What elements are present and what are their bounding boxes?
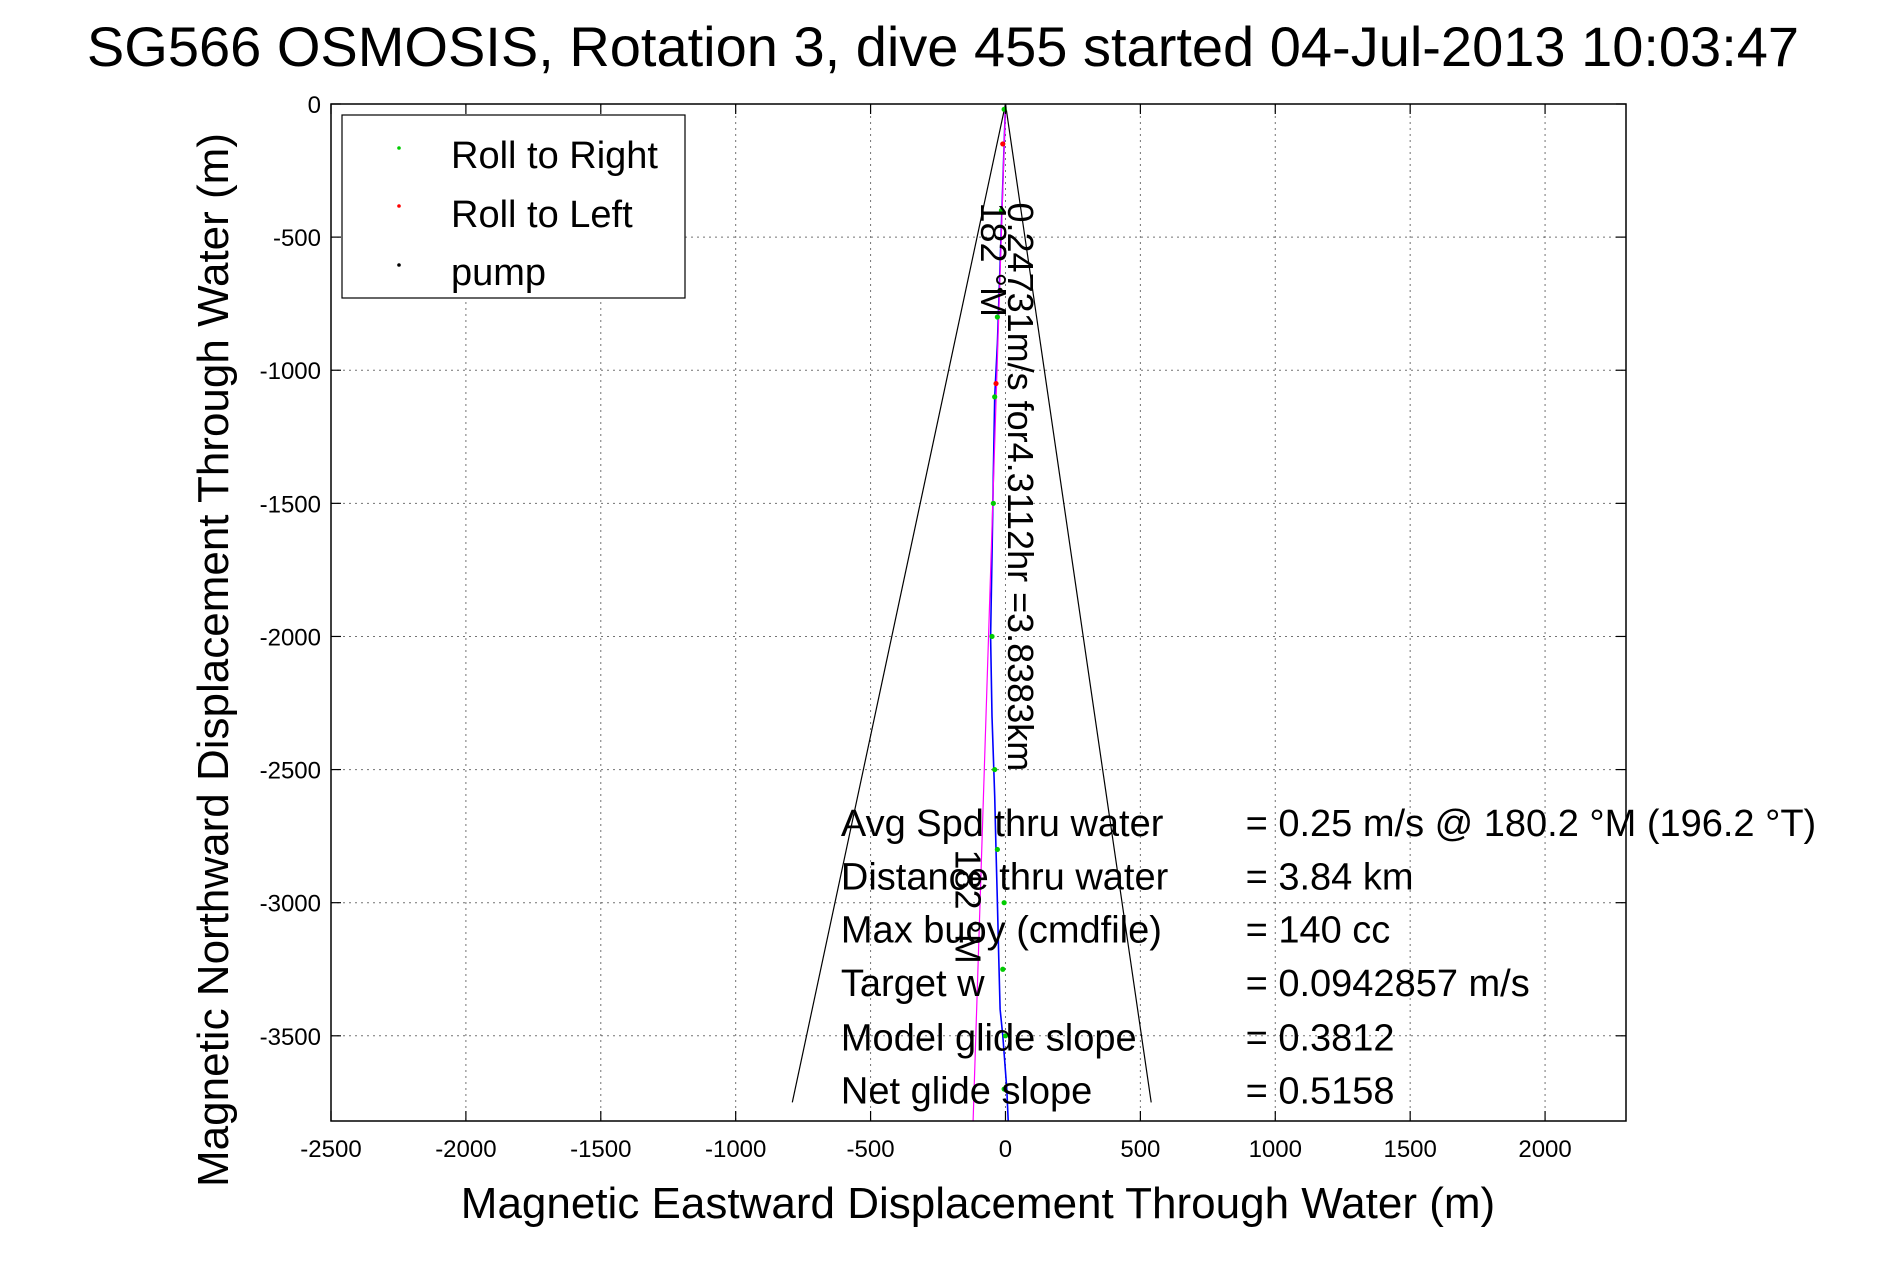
x-tick-label: 500 bbox=[1120, 1136, 1160, 1163]
x-tick-label: -1000 bbox=[705, 1136, 766, 1163]
x-tick-label: 2000 bbox=[1518, 1136, 1571, 1163]
x-tick-label: 1500 bbox=[1383, 1136, 1436, 1163]
y-tick-label: -1000 bbox=[260, 358, 321, 385]
info-value: = 0.0942857 m/s bbox=[1246, 963, 1530, 1005]
marker-roll-to-right bbox=[994, 846, 1000, 853]
y-axis-label: Magnetic Northward Displacement Through … bbox=[189, 133, 238, 1187]
info-layer: Avg Spd thru water = 0.25 m/s @ 180.2 °M … bbox=[841, 803, 1816, 1113]
info-label: Model glide slope bbox=[841, 1017, 1137, 1059]
legend: Roll to Right Roll to Left pump bbox=[341, 114, 686, 299]
info-value: = 140 cc bbox=[1246, 910, 1391, 952]
legend-marker-pump bbox=[397, 263, 401, 267]
plot-frame bbox=[330, 103, 1627, 1122]
marker-roll-to-right bbox=[994, 314, 1000, 320]
series-cone-right bbox=[1004, 103, 1152, 1103]
legend-label-pump: pump bbox=[451, 252, 546, 294]
tick-layer: -2500 -2000 -1500 -1000 -500 0 500 1000 1500 2000… bbox=[260, 92, 1626, 1163]
series-cone-left bbox=[791, 103, 1007, 1103]
x-tick-label: -500 bbox=[847, 1136, 895, 1163]
y-tick-label: -2000 bbox=[260, 624, 321, 651]
marker-roll-to-right bbox=[989, 633, 995, 640]
legend-marker-roll-right bbox=[397, 146, 401, 150]
marker-roll-to-right bbox=[992, 766, 998, 773]
marker-roll-to-right bbox=[1000, 966, 1006, 972]
marker-roll-to-right bbox=[1001, 900, 1007, 906]
vertical-annotation: 0.24731m/s for4.3112hr =3.8383km bbox=[1000, 203, 1041, 772]
series-ideal-course bbox=[972, 103, 1007, 1122]
x-axis-label: Magnetic Eastward Displacement Through W… bbox=[461, 1179, 1495, 1228]
marker-pump bbox=[997, 287, 1003, 293]
marker-roll-to-right bbox=[1002, 1033, 1009, 1039]
x-tick-label: 0 bbox=[999, 1136, 1012, 1163]
info-value: = 0.25 m/s @ 180.2 °M (196.2 °T) bbox=[1246, 803, 1817, 845]
info-value: = 0.3812 bbox=[1246, 1017, 1395, 1059]
x-tick-label: -1500 bbox=[570, 1136, 631, 1163]
legend-label-roll-right: Roll to Right bbox=[451, 135, 658, 177]
info-label: Net glide slope bbox=[841, 1071, 1092, 1113]
marker-roll-to-right bbox=[998, 207, 1005, 214]
info-label: Distance thru water bbox=[841, 856, 1169, 898]
chart-title: SG566 OSMOSIS, Rotation 3, dive 455 star… bbox=[87, 15, 1799, 78]
marker-roll-to-right bbox=[1001, 1086, 1007, 1092]
info-value: = 3.84 km bbox=[1246, 856, 1414, 898]
vertical-annotation: 182 °M bbox=[973, 203, 1014, 317]
y-tick-label: -3000 bbox=[260, 891, 321, 918]
marker-roll-to-left bbox=[1000, 141, 1006, 147]
grid-layer bbox=[330, 103, 1626, 1121]
x-tick-label: 1000 bbox=[1249, 1136, 1302, 1163]
x-tick-label: -2000 bbox=[435, 1136, 496, 1163]
marker-roll-to-right bbox=[992, 394, 998, 400]
info-value: = 0.5158 bbox=[1246, 1071, 1395, 1113]
y-tick-label: -3500 bbox=[260, 1024, 321, 1051]
marker-roll-to-right bbox=[990, 500, 996, 506]
y-tick-label: -500 bbox=[273, 225, 321, 252]
legend-marker-roll-left bbox=[397, 204, 401, 208]
y-tick-label: -1500 bbox=[260, 491, 321, 518]
info-label: Target w bbox=[841, 963, 985, 1005]
info-label: Avg Spd thru water bbox=[841, 803, 1164, 845]
info-label: Max buoy (cmdfile) bbox=[841, 910, 1162, 952]
y-tick-label: 0 bbox=[308, 92, 321, 119]
marker-layer bbox=[989, 106, 1009, 1092]
legend-label-roll-left: Roll to Left bbox=[451, 194, 633, 236]
marker-roll-to-left bbox=[993, 380, 999, 387]
y-tick-label: -2500 bbox=[260, 758, 321, 785]
vertical-annotation: 182 °M bbox=[948, 849, 989, 963]
x-tick-label: -2500 bbox=[300, 1136, 361, 1163]
